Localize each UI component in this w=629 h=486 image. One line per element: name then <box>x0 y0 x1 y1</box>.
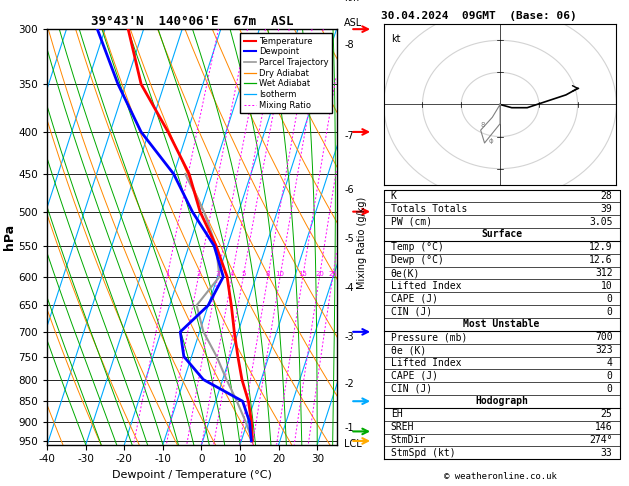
Text: -5: -5 <box>344 234 354 244</box>
Text: 3: 3 <box>215 271 220 277</box>
Text: 4: 4 <box>606 358 613 368</box>
Text: 274°: 274° <box>589 435 613 445</box>
Text: θe(K): θe(K) <box>391 268 420 278</box>
Text: 10: 10 <box>601 281 613 291</box>
Text: StmSpd (kt): StmSpd (kt) <box>391 448 455 458</box>
Text: Temp (°C): Temp (°C) <box>391 243 443 252</box>
Text: 700: 700 <box>595 332 613 342</box>
Text: 312: 312 <box>595 268 613 278</box>
Text: Totals Totals: Totals Totals <box>391 204 467 214</box>
Text: Surface: Surface <box>481 229 522 240</box>
Text: 12.6: 12.6 <box>589 255 613 265</box>
Text: 10: 10 <box>276 271 284 277</box>
Text: 2: 2 <box>196 271 201 277</box>
Text: CIN (J): CIN (J) <box>391 383 432 394</box>
Text: 20: 20 <box>315 271 324 277</box>
Text: 25: 25 <box>601 409 613 419</box>
Text: PW (cm): PW (cm) <box>391 217 432 226</box>
Text: 3.05: 3.05 <box>589 217 613 226</box>
Text: 4: 4 <box>230 271 234 277</box>
Text: 30.04.2024  09GMT  (Base: 06): 30.04.2024 09GMT (Base: 06) <box>381 11 576 21</box>
Text: 146: 146 <box>595 422 613 432</box>
Text: 0: 0 <box>606 294 613 304</box>
Text: CAPE (J): CAPE (J) <box>391 294 438 304</box>
Text: -6: -6 <box>344 185 353 194</box>
Text: K: K <box>391 191 397 201</box>
Text: θe (K): θe (K) <box>391 345 426 355</box>
Text: 8: 8 <box>481 122 485 128</box>
Text: 323: 323 <box>595 345 613 355</box>
Y-axis label: hPa: hPa <box>3 224 16 250</box>
Text: 5: 5 <box>241 271 245 277</box>
Text: -4: -4 <box>344 283 353 294</box>
Text: Mixing Ratio (g/kg): Mixing Ratio (g/kg) <box>357 197 367 289</box>
Text: Hodograph: Hodograph <box>475 397 528 406</box>
Text: -8: -8 <box>344 40 353 51</box>
Text: Pressure (mb): Pressure (mb) <box>391 332 467 342</box>
Text: CAPE (J): CAPE (J) <box>391 371 438 381</box>
Text: 25: 25 <box>328 271 337 277</box>
Text: kt: kt <box>391 34 401 44</box>
Text: StmDir: StmDir <box>391 435 426 445</box>
Text: 1: 1 <box>165 271 169 277</box>
Text: Most Unstable: Most Unstable <box>464 319 540 330</box>
Text: Dewp (°C): Dewp (°C) <box>391 255 443 265</box>
Text: SREH: SREH <box>391 422 415 432</box>
Text: EH: EH <box>391 409 403 419</box>
Text: 0: 0 <box>606 371 613 381</box>
Text: -1: -1 <box>344 422 353 433</box>
Text: 8: 8 <box>265 271 270 277</box>
Text: 39: 39 <box>601 204 613 214</box>
Text: ASL: ASL <box>344 18 362 28</box>
Text: © weatheronline.co.uk: © weatheronline.co.uk <box>443 472 557 481</box>
Text: 0: 0 <box>606 307 613 316</box>
Text: ɸ: ɸ <box>488 138 493 144</box>
X-axis label: Dewpoint / Temperature (°C): Dewpoint / Temperature (°C) <box>112 470 272 480</box>
Text: CIN (J): CIN (J) <box>391 307 432 316</box>
Text: -3: -3 <box>344 332 353 342</box>
Text: 12.9: 12.9 <box>589 243 613 252</box>
Text: 0: 0 <box>606 383 613 394</box>
Text: Lifted Index: Lifted Index <box>391 281 461 291</box>
Text: 33: 33 <box>601 448 613 458</box>
Text: 15: 15 <box>298 271 307 277</box>
Text: -7: -7 <box>344 131 354 141</box>
Text: 28: 28 <box>601 191 613 201</box>
Text: -2: -2 <box>344 379 354 389</box>
Text: Lifted Index: Lifted Index <box>391 358 461 368</box>
Text: LCL: LCL <box>344 438 362 449</box>
Legend: Temperature, Dewpoint, Parcel Trajectory, Dry Adiabat, Wet Adiabat, Isotherm, Mi: Temperature, Dewpoint, Parcel Trajectory… <box>240 34 332 113</box>
Title: 39°43'N  140°06'E  67m  ASL: 39°43'N 140°06'E 67m ASL <box>91 15 293 28</box>
Text: km: km <box>344 0 359 3</box>
